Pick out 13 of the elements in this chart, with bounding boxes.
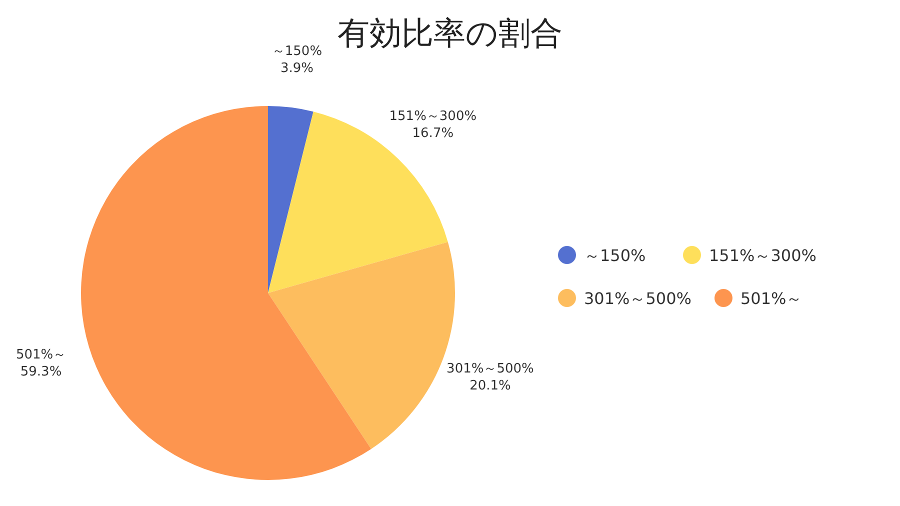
data-label: 3.9%: [280, 60, 314, 76]
legend-label: 501%～: [740, 289, 802, 308]
slice-label: 301%～500%: [446, 361, 534, 376]
chart-title: 有効比率の割合: [338, 14, 562, 52]
legend-label: 301%～500%: [584, 289, 692, 308]
slice-label: 501%～: [16, 347, 66, 362]
data-label: 59.3%: [20, 364, 62, 380]
data-label: 20.1%: [470, 378, 511, 394]
data-label: 16.7%: [412, 126, 454, 141]
legend-label: ～150%: [584, 246, 646, 265]
legend-label: 151%～300%: [709, 246, 816, 265]
slice-label: ～150%: [272, 44, 322, 59]
slice-label: 151%～300%: [389, 108, 477, 124]
